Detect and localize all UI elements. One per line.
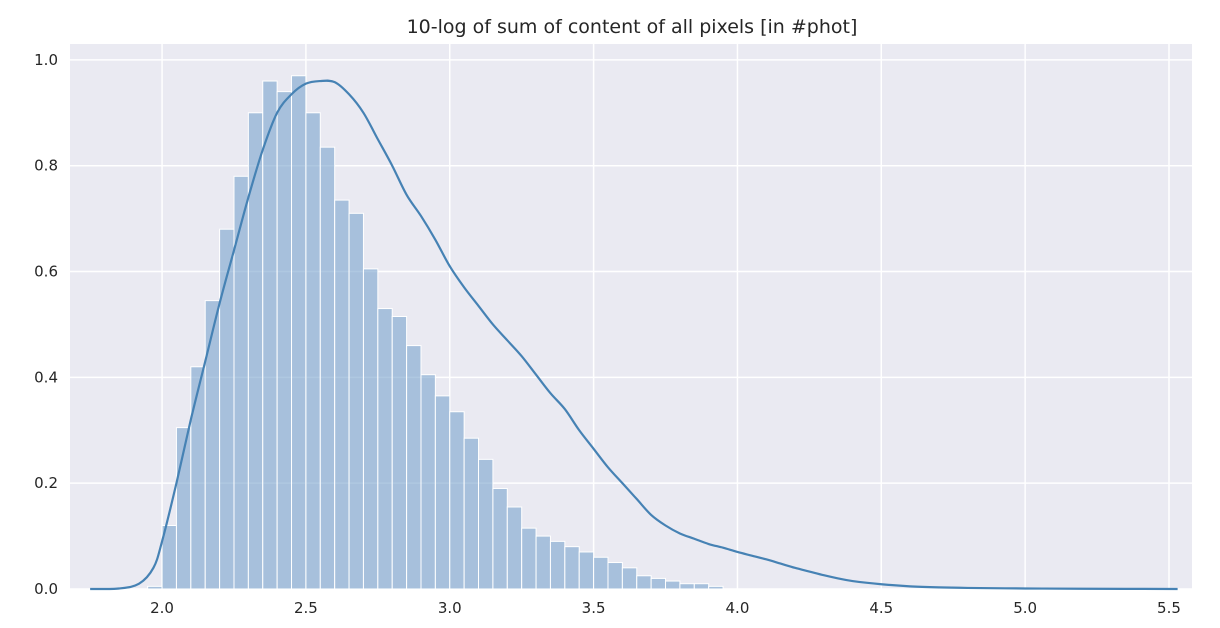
- histogram-bar: [621, 567, 638, 590]
- y-tick-label: 0.6: [34, 263, 58, 281]
- histogram-bar: [305, 112, 321, 590]
- histogram-bar: [319, 146, 336, 590]
- x-axis-ticks: 2.0 2.5 3.0 3.5 4.0 4.5 5.0 5.5: [150, 599, 1181, 617]
- histogram-bar: [679, 583, 695, 590]
- histogram-bar: [334, 199, 350, 590]
- x-tick-label: 2.0: [150, 599, 174, 617]
- histogram-bar: [204, 300, 221, 590]
- histogram-bar: [693, 583, 710, 590]
- y-tick-label: 0.2: [34, 474, 58, 492]
- histogram-bar: [478, 458, 494, 590]
- x-tick-label: 3.5: [582, 599, 606, 617]
- y-tick-label: 0.8: [34, 157, 58, 175]
- histogram-bar: [593, 556, 609, 590]
- y-tick-label: 0.4: [34, 368, 58, 386]
- histogram-bars: [147, 75, 724, 590]
- histogram-bar: [564, 546, 580, 590]
- histogram-bar: [650, 577, 667, 590]
- histogram-bar: [391, 316, 408, 590]
- histogram-bar: [449, 411, 465, 590]
- x-tick-label: 3.0: [438, 599, 462, 617]
- histogram-bar: [219, 228, 235, 590]
- histogram-bar: [665, 580, 681, 590]
- x-tick-label: 4.5: [869, 599, 893, 617]
- kde-curve: [90, 79, 1178, 591]
- histogram-bar: [291, 75, 307, 590]
- histogram-bar: [434, 395, 451, 590]
- histogram-bar: [578, 551, 595, 590]
- histogram-bar: [247, 112, 264, 590]
- histogram-bar: [463, 437, 480, 590]
- histogram-bar: [492, 487, 508, 590]
- histogram-bar: [276, 91, 293, 590]
- y-tick-label: 1.0: [34, 51, 58, 69]
- histogram-bar: [406, 345, 422, 590]
- histogram-bar: [708, 585, 724, 590]
- histogram-bar: [420, 374, 436, 590]
- histogram-bar: [506, 506, 523, 590]
- histogram-bar: [348, 212, 364, 590]
- y-tick-label: 0.0: [34, 580, 58, 598]
- histogram-bar: [636, 575, 652, 590]
- x-tick-label: 4.0: [726, 599, 750, 617]
- x-tick-label: 5.0: [1013, 599, 1037, 617]
- x-tick-label: 2.5: [294, 599, 318, 617]
- histogram-bar: [377, 308, 393, 590]
- histogram-bar: [549, 540, 566, 590]
- x-tick-label: 5.5: [1157, 599, 1181, 617]
- chart-title: 10-log of sum of content of all pixels […: [407, 16, 858, 38]
- y-axis-ticks: 0.0 0.2 0.4 0.6 0.8 1.0: [34, 51, 58, 598]
- histogram-bar: [147, 585, 163, 590]
- histogram-bar: [362, 268, 379, 590]
- histogram-bar: [262, 80, 278, 590]
- histogram-bar: [521, 527, 537, 590]
- histogram-bar: [607, 562, 623, 590]
- histogram-bar: [190, 366, 206, 590]
- histogram-bar: [535, 535, 551, 590]
